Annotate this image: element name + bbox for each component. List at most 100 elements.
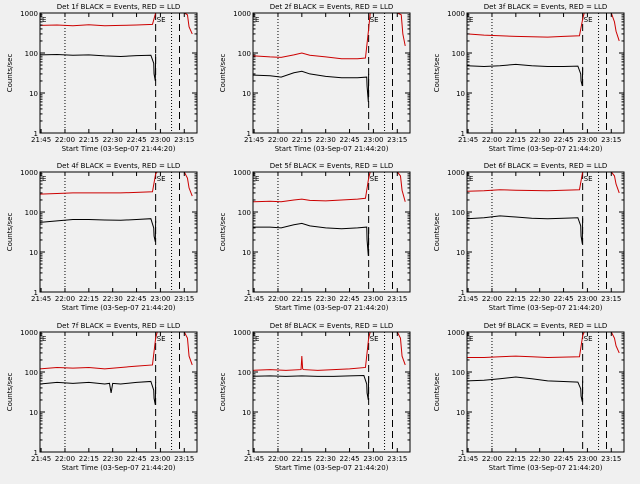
x-tick-label: 23:15	[387, 455, 407, 463]
y-tick-label: 10	[242, 90, 251, 98]
annotation-e: E	[255, 335, 259, 343]
x-tick-label: 23:00	[150, 455, 170, 463]
x-tick-label: 22:00	[55, 295, 75, 303]
x-axis-label: Start Time (03-Sep-07 21:44:20)	[489, 145, 603, 153]
chart-panel-8: Det 8f BLACK = Events, RED = LLD 21:45 22:…	[219, 322, 411, 472]
y-tick-label: 1	[247, 130, 251, 138]
x-tick-label: 23:15	[601, 295, 621, 303]
plot-frame	[252, 12, 411, 134]
x-tick-label: 22:00	[268, 455, 288, 463]
x-tick-label: 22:00	[482, 136, 502, 144]
series-line-events	[252, 70, 370, 102]
x-tick-label: 21:45	[244, 455, 264, 463]
x-tick-label: 22:15	[506, 295, 526, 303]
x-axis-label: Start Time (03-Sep-07 21:44:20)	[62, 304, 176, 312]
chart-title: Det 4f BLACK = Events, RED = LLD	[57, 162, 180, 170]
x-tick-label: 22:15	[292, 455, 312, 463]
x-tick-label: 23:15	[601, 455, 621, 463]
plot-frame	[39, 331, 198, 453]
series-line-lld	[252, 331, 406, 371]
y-tick-label: 100	[452, 369, 465, 377]
x-tick-label: 22:30	[530, 295, 550, 303]
annotation-se: SE	[370, 16, 379, 24]
y-tick-label: 100	[25, 369, 38, 377]
annotation-e: E	[42, 335, 46, 343]
plot-frame	[252, 331, 411, 453]
x-axis-label: Start Time (03-Sep-07 21:44:20)	[62, 464, 176, 472]
x-tick-label: 22:00	[55, 136, 75, 144]
x-tick-label: 23:15	[174, 136, 194, 144]
y-tick-label: 1	[34, 289, 38, 297]
y-tick-label: 1	[247, 449, 251, 457]
x-tick-label: 22:15	[506, 455, 526, 463]
annotation-e: E	[469, 335, 473, 343]
annotation-e: E	[255, 16, 259, 24]
series-line-lld	[252, 171, 406, 203]
y-tick-label: 10	[456, 409, 465, 417]
x-tick-label: 22:15	[506, 136, 526, 144]
chart-title: Det 3f BLACK = Events, RED = LLD	[484, 3, 607, 11]
x-tick-label: 21:45	[458, 295, 478, 303]
x-tick-label: 22:45	[126, 136, 146, 144]
x-tick-label: 21:45	[244, 295, 264, 303]
chart-panel-2: Det 2f BLACK = Events, RED = LLD 21:45 22:…	[219, 3, 411, 153]
chart-title: Det 6f BLACK = Events, RED = LLD	[484, 162, 607, 170]
y-tick-label: 1	[247, 289, 251, 297]
y-tick-label: 100	[238, 209, 251, 217]
chart-panel-5: Det 5f BLACK = Events, RED = LLD 21:45 22:…	[219, 162, 411, 312]
x-tick-label: 21:45	[31, 295, 51, 303]
x-tick-label: 23:00	[577, 295, 597, 303]
x-tick-label: 22:45	[339, 295, 359, 303]
series-line-lld	[39, 171, 193, 197]
y-tick-label: 10	[456, 90, 465, 98]
y-tick-label: 1000	[233, 169, 251, 177]
y-axis-label: Counts/sec	[433, 373, 441, 412]
x-tick-label: 22:45	[126, 295, 146, 303]
y-axis-label: Counts/sec	[6, 213, 14, 252]
x-tick-label: 23:00	[363, 295, 383, 303]
plot-frame	[466, 331, 625, 453]
y-tick-label: 1000	[233, 10, 251, 18]
y-tick-label: 100	[25, 50, 38, 58]
x-tick-label: 23:00	[150, 295, 170, 303]
x-tick-label: 23:15	[174, 295, 194, 303]
series-line-events	[39, 380, 157, 406]
y-tick-label: 1	[34, 449, 38, 457]
plot-frame	[466, 12, 625, 134]
x-axis-label: Start Time (03-Sep-07 21:44:20)	[62, 145, 176, 153]
chart-panel-6: Det 6f BLACK = Events, RED = LLD 21:45 22:…	[433, 162, 625, 312]
series-line-events	[39, 218, 157, 242]
x-tick-label: 21:45	[244, 136, 264, 144]
x-tick-label: 22:45	[339, 455, 359, 463]
y-tick-label: 1000	[233, 329, 251, 337]
series-line-events	[466, 63, 584, 87]
x-tick-label: 22:30	[103, 136, 123, 144]
annotation-se: SE	[370, 335, 379, 343]
chart-title: Det 5f BLACK = Events, RED = LLD	[270, 162, 393, 170]
y-tick-label: 100	[25, 209, 38, 217]
x-tick-label: 22:00	[482, 295, 502, 303]
y-tick-label: 100	[238, 50, 251, 58]
x-tick-label: 22:45	[553, 295, 573, 303]
y-axis-label: Counts/sec	[6, 373, 14, 412]
x-tick-label: 22:00	[482, 455, 502, 463]
x-axis-label: Start Time (03-Sep-07 21:44:20)	[275, 145, 389, 153]
x-tick-label: 22:45	[339, 136, 359, 144]
annotation-se: SE	[157, 16, 166, 24]
chart-panel-3: Det 3f BLACK = Events, RED = LLD 21:45 22:…	[433, 3, 625, 153]
series-line-lld	[467, 331, 620, 359]
x-axis-label: Start Time (03-Sep-07 21:44:20)	[275, 464, 389, 472]
x-tick-label: 23:15	[387, 136, 407, 144]
x-axis-label: Start Time (03-Sep-07 21:44:20)	[489, 304, 603, 312]
y-tick-label: 1000	[20, 10, 38, 18]
x-tick-label: 22:45	[553, 455, 573, 463]
series-line-lld	[39, 331, 193, 370]
x-tick-label: 23:00	[363, 136, 383, 144]
y-tick-label: 1	[34, 130, 38, 138]
y-tick-label: 100	[452, 50, 465, 58]
x-tick-label: 22:00	[55, 455, 75, 463]
x-tick-label: 23:00	[363, 455, 383, 463]
y-tick-label: 100	[238, 369, 251, 377]
x-tick-label: 22:15	[79, 136, 99, 144]
